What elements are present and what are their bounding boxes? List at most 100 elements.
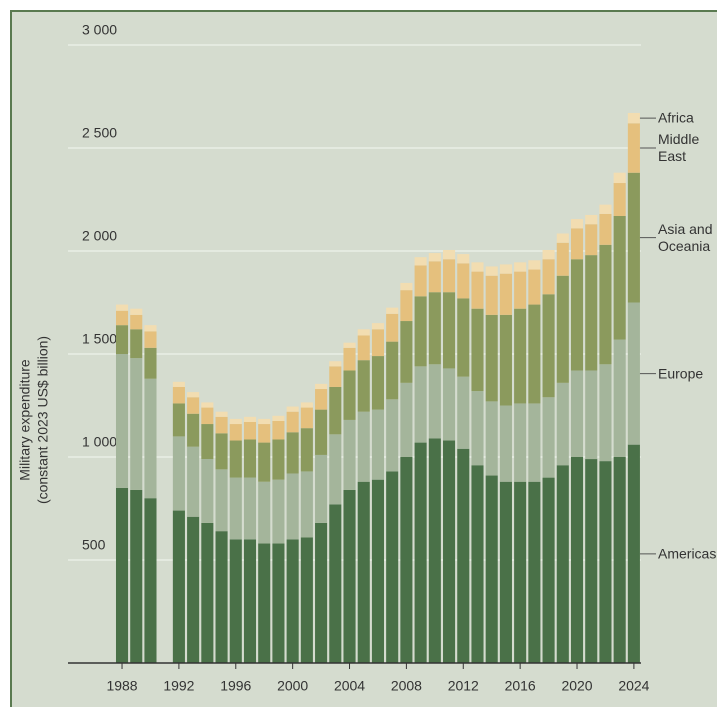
bar-segment <box>599 364 612 462</box>
bar-segment <box>556 242 569 276</box>
bar-segment <box>357 360 370 412</box>
bar-segment <box>300 471 313 538</box>
bar-segment <box>130 314 143 330</box>
bar-segment <box>613 215 626 340</box>
bar-segment <box>386 341 399 400</box>
bar-segment <box>215 531 228 663</box>
y-tick-label: 500 <box>82 537 106 553</box>
bar-segment <box>286 539 299 663</box>
bar-segment <box>499 481 512 663</box>
bar-segment <box>514 481 527 663</box>
bar-segment <box>201 402 214 408</box>
bar-segment <box>400 382 413 457</box>
bar-segment <box>272 420 285 440</box>
bar-segment <box>272 415 285 421</box>
bar-segment <box>343 347 356 371</box>
bar-segment <box>613 339 626 457</box>
bar-segment <box>144 347 157 379</box>
bar-segment <box>215 469 228 532</box>
bar-segment <box>115 325 129 354</box>
bar-segment <box>229 477 242 540</box>
y-axis-title-line: Military expenditure <box>17 359 33 481</box>
bar-segment <box>243 421 257 440</box>
bar-segment <box>457 254 470 264</box>
bar-segment <box>329 434 342 505</box>
bar-segment <box>130 329 143 359</box>
bar-segment <box>528 403 541 482</box>
bar-segment <box>514 262 527 272</box>
bar-segment <box>514 403 527 482</box>
bar-segment <box>599 204 612 214</box>
bar-segment <box>286 406 299 412</box>
bar-segment <box>471 271 484 309</box>
bar-segment <box>243 416 257 422</box>
bar-segment <box>570 259 584 371</box>
bar-segment <box>215 433 228 470</box>
bar-segment <box>229 418 242 425</box>
bar-segment <box>300 428 313 472</box>
bar-segment <box>400 321 413 383</box>
bar-segment <box>414 265 427 297</box>
bar-segment <box>115 310 129 326</box>
bar-segment <box>315 454 328 523</box>
bar-segment <box>329 361 342 367</box>
bar-segment <box>457 263 470 299</box>
y-tick-label: 1 500 <box>82 331 117 347</box>
bar-segment <box>371 356 385 410</box>
x-tick-label: 1988 <box>106 678 137 694</box>
bar-segment <box>542 259 555 295</box>
bar-segment <box>627 302 640 445</box>
bar-segment <box>471 262 484 272</box>
bar-segment <box>471 465 484 663</box>
bar-segment <box>556 382 569 466</box>
bar-segment <box>172 403 185 437</box>
x-tick-label: 2000 <box>277 678 308 694</box>
bar-segment <box>272 479 285 544</box>
bar-segment <box>528 269 541 305</box>
series-label: Europe <box>658 365 704 382</box>
x-tick-label: 2004 <box>334 678 365 694</box>
bar-segment <box>428 438 441 663</box>
bar-segment <box>187 516 200 663</box>
bar-segment <box>485 475 498 663</box>
bar-segment <box>528 481 541 663</box>
bar-segment <box>613 172 626 184</box>
bar-segment <box>258 442 271 482</box>
bar-segment <box>243 439 257 478</box>
bar-segment <box>371 409 385 480</box>
x-tick-label: 1996 <box>220 678 251 694</box>
bar-segment <box>556 275 569 383</box>
bar-segment <box>258 418 271 425</box>
bar-segment <box>258 481 271 544</box>
bar-segment <box>343 419 356 490</box>
bar-segment <box>300 402 313 408</box>
bar-segment <box>201 522 214 663</box>
y-tick-label: 2 000 <box>82 228 117 244</box>
bar-segment <box>243 477 257 540</box>
bar-segment <box>115 487 129 663</box>
x-tick-label: 2016 <box>505 678 536 694</box>
series-label: Africa <box>658 109 694 126</box>
bar-segment <box>386 313 399 342</box>
bar-segment <box>371 479 385 663</box>
bar-segment <box>585 459 598 663</box>
bar-segment <box>428 253 441 262</box>
bar-segment <box>130 308 143 315</box>
bar-segment <box>229 539 242 663</box>
bar-segment <box>585 370 598 460</box>
bar-segment <box>343 370 356 420</box>
bar-segment <box>201 424 214 460</box>
bar-segment <box>414 257 427 266</box>
bar-segment <box>499 405 512 482</box>
x-tick-label: 2020 <box>561 678 592 694</box>
bar-segment <box>499 314 512 406</box>
bar-segment <box>599 244 612 365</box>
bar-segment <box>471 308 484 392</box>
x-tick-label: 2012 <box>448 678 479 694</box>
bar-segment <box>329 504 342 663</box>
bar-segment <box>443 292 456 369</box>
bar-segment <box>457 448 470 663</box>
bar-segment <box>542 397 555 478</box>
bar-segment <box>300 537 313 663</box>
